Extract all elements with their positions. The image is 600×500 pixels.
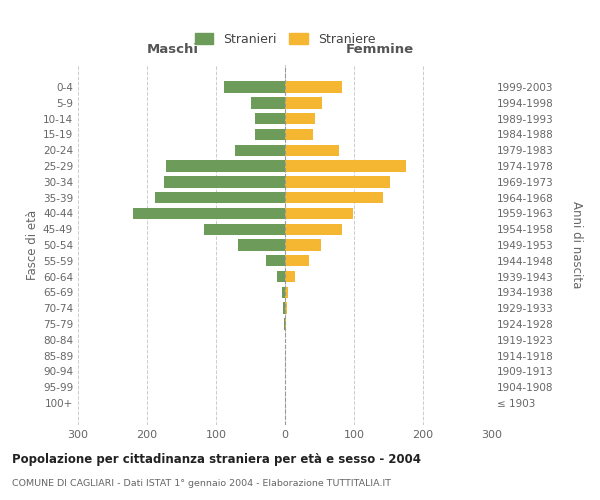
Bar <box>285 208 353 219</box>
Bar <box>285 160 406 172</box>
Bar <box>164 176 285 188</box>
Bar <box>235 144 285 156</box>
Bar <box>285 176 390 188</box>
Bar <box>155 192 285 203</box>
Y-axis label: Anni di nascita: Anni di nascita <box>570 202 583 288</box>
Bar <box>285 144 339 156</box>
Legend: Stranieri, Straniere: Stranieri, Straniere <box>190 28 380 51</box>
Bar <box>238 240 285 250</box>
Bar <box>285 302 287 314</box>
Bar <box>133 208 285 219</box>
Bar <box>251 97 285 108</box>
Bar <box>277 271 285 282</box>
Y-axis label: Fasce di età: Fasce di età <box>26 210 39 280</box>
Text: COMUNE DI CAGLIARI - Dati ISTAT 1° gennaio 2004 - Elaborazione TUTTITALIA.IT: COMUNE DI CAGLIARI - Dati ISTAT 1° genna… <box>12 479 391 488</box>
Bar <box>284 318 285 330</box>
Bar <box>285 240 321 250</box>
Bar <box>282 286 285 298</box>
Bar <box>283 302 285 314</box>
Text: Femmine: Femmine <box>346 43 414 56</box>
Bar <box>285 192 383 203</box>
Text: Maschi: Maschi <box>147 43 199 56</box>
Bar <box>285 318 286 330</box>
Bar <box>285 113 316 124</box>
Bar <box>285 255 309 266</box>
Bar <box>166 160 285 172</box>
Bar <box>285 82 341 92</box>
Bar <box>285 97 322 108</box>
Bar <box>285 286 289 298</box>
Bar <box>266 255 285 266</box>
Bar <box>254 128 285 140</box>
Bar <box>285 224 341 235</box>
Bar <box>285 271 295 282</box>
Bar <box>285 128 313 140</box>
Bar <box>254 113 285 124</box>
Text: Popolazione per cittadinanza straniera per età e sesso - 2004: Popolazione per cittadinanza straniera p… <box>12 452 421 466</box>
Bar <box>224 82 285 92</box>
Bar <box>203 224 285 235</box>
